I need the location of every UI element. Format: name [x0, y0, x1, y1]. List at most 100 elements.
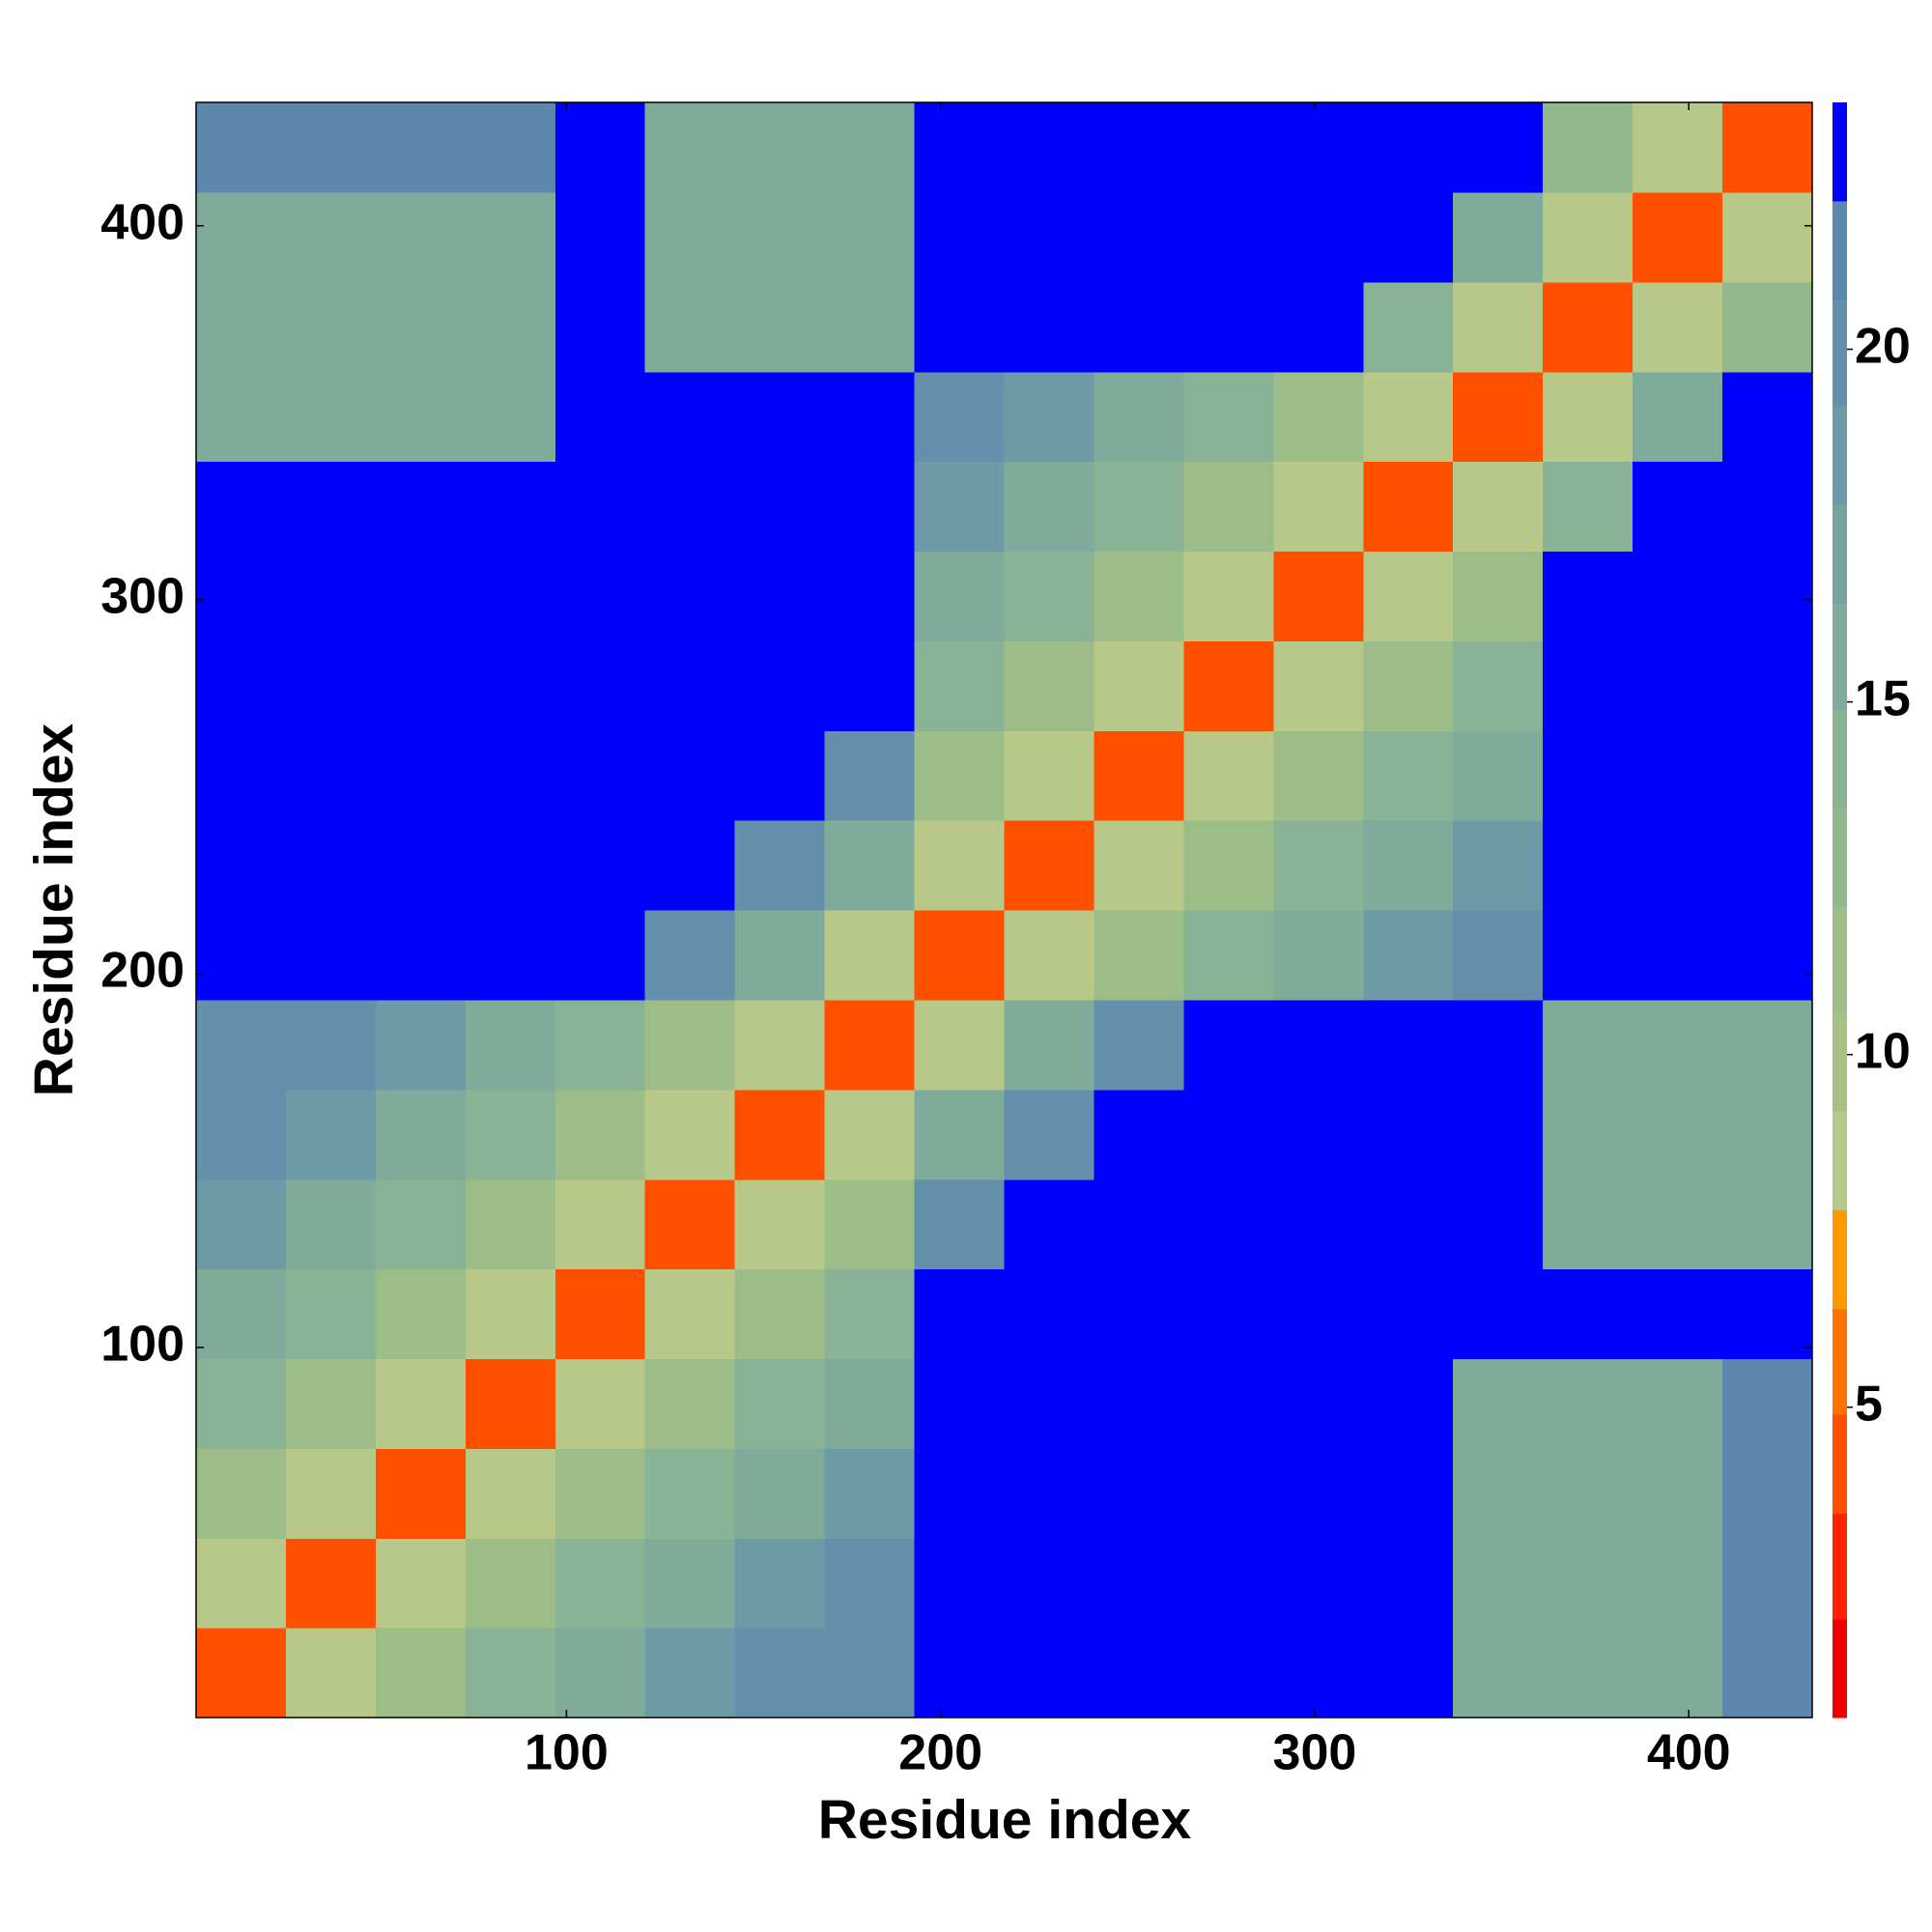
heatmap-cell: [734, 820, 826, 911]
heatmap-cell: [1273, 102, 1364, 193]
heatmap-cell: [1273, 910, 1364, 1001]
colorbar-segment: [1833, 1111, 1847, 1210]
heatmap-cell: [1543, 820, 1634, 911]
heatmap-cell: [1094, 461, 1184, 553]
heatmap-cell: [1004, 1268, 1095, 1360]
heatmap-cell: [914, 1358, 1006, 1449]
heatmap-cell: [196, 999, 287, 1091]
heatmap-cell: [914, 102, 1006, 193]
heatmap-cell: [375, 461, 467, 553]
heatmap-cell: [1094, 999, 1184, 1091]
heatmap-cell: [1273, 820, 1364, 911]
heatmap-cell: [824, 1358, 916, 1449]
heatmap-cell: [1633, 1358, 1723, 1449]
y-tick-label: 100: [100, 1317, 185, 1373]
heatmap-cell: [1094, 820, 1184, 911]
heatmap-cell: [1543, 1538, 1634, 1629]
heatmap-cell: [1543, 551, 1634, 641]
heatmap-cell: [824, 1448, 916, 1539]
heatmap-cell: [644, 1089, 736, 1180]
heatmap-cell: [1004, 910, 1095, 1001]
heatmap-cell: [1273, 1179, 1364, 1270]
heatmap-cell: [285, 1448, 377, 1539]
heatmap-cell: [1722, 1358, 1813, 1449]
heatmap-cell: [1094, 1448, 1184, 1539]
heatmap-cell: [1004, 1448, 1095, 1539]
heatmap-cell: [465, 551, 556, 641]
heatmap-cell: [644, 1179, 736, 1270]
heatmap-cell: [1453, 1628, 1544, 1719]
heatmap-cell: [1722, 999, 1813, 1091]
heatmap-cell: [375, 910, 467, 1001]
heatmap-cell: [824, 730, 916, 821]
heatmap-cell: [1722, 910, 1813, 1001]
heatmap-cell: [1273, 640, 1364, 731]
heatmap-cell: [824, 1538, 916, 1629]
heatmap-cell: [644, 910, 736, 1001]
heatmap-cell: [1004, 1628, 1095, 1719]
heatmap-cell: [285, 1628, 377, 1719]
heatmap-cell: [375, 1358, 467, 1449]
heatmap-cell: [1273, 1628, 1364, 1719]
heatmap-cell: [1363, 1628, 1454, 1719]
heatmap-cell: [1363, 191, 1454, 283]
heatmap-cell: [1183, 191, 1274, 283]
heatmap-cell: [554, 191, 646, 283]
heatmap-cell: [1363, 1268, 1454, 1360]
heatmap-cell: [1183, 1179, 1274, 1270]
colorbar: [1833, 102, 1847, 1719]
x-tick-label: 300: [1273, 1725, 1357, 1781]
heatmap-cell: [1094, 640, 1184, 731]
heatmap-cell: [1273, 1448, 1364, 1539]
heatmap-cell: [1183, 461, 1274, 553]
heatmap-cell: [1722, 1448, 1813, 1539]
heatmap-cell: [465, 910, 556, 1001]
heatmap-cell: [1543, 461, 1634, 553]
colorbar-segment: [1833, 1209, 1847, 1310]
heatmap-cell: [824, 551, 916, 641]
heatmap-cell: [824, 640, 916, 731]
colorbar-segment: [1833, 405, 1847, 505]
heatmap-cell: [465, 102, 556, 193]
heatmap-cell: [734, 1179, 826, 1270]
heatmap-cell: [1363, 1358, 1454, 1449]
heatmap-cell: [1004, 730, 1095, 821]
heatmap-cell: [734, 281, 826, 373]
heatmap-cell: [554, 1179, 646, 1270]
heatmap-cell: [1722, 1538, 1813, 1629]
heatmap-cell: [1633, 1179, 1723, 1270]
heatmap-cell: [1094, 1089, 1184, 1180]
heatmap-cell: [1633, 730, 1723, 821]
colorbar-segment: [1833, 906, 1847, 1013]
heatmap-cell: [465, 371, 556, 463]
heatmap-cell: [734, 102, 826, 193]
heatmap-cell: [1363, 461, 1454, 553]
heatmap-cell: [1543, 102, 1634, 193]
heatmap-cell: [1543, 999, 1634, 1091]
heatmap-cell: [1543, 371, 1634, 463]
heatmap-cell: [375, 371, 467, 463]
heatmap-cell: [734, 999, 826, 1091]
heatmap-cell: [824, 102, 916, 193]
heatmap-cell: [1004, 1538, 1095, 1629]
heatmap-cell: [1633, 461, 1723, 553]
colorbar-segment: [1833, 1011, 1847, 1112]
colorbar-segment: [1833, 1308, 1847, 1415]
heatmap-cell: [285, 281, 377, 373]
heatmap-cell: [1094, 551, 1184, 641]
heatmap-cell: [196, 461, 287, 553]
heatmap-cell: [1094, 1268, 1184, 1360]
heatmap-cell: [1004, 551, 1095, 641]
heatmap-cell: [1004, 820, 1095, 911]
heatmap-cell: [1453, 730, 1544, 821]
heatmap-cell: [644, 461, 736, 553]
heatmap-cell: [1363, 1538, 1454, 1629]
heatmap-cell: [196, 551, 287, 641]
heatmap-cell: [554, 1538, 646, 1629]
heatmap-cell: [1453, 640, 1544, 731]
heatmap-cell: [554, 910, 646, 1001]
heatmap-cell: [465, 1538, 556, 1629]
heatmap-cell: [644, 1358, 736, 1449]
heatmap-cell: [1094, 1538, 1184, 1629]
heatmap-cell: [375, 281, 467, 373]
